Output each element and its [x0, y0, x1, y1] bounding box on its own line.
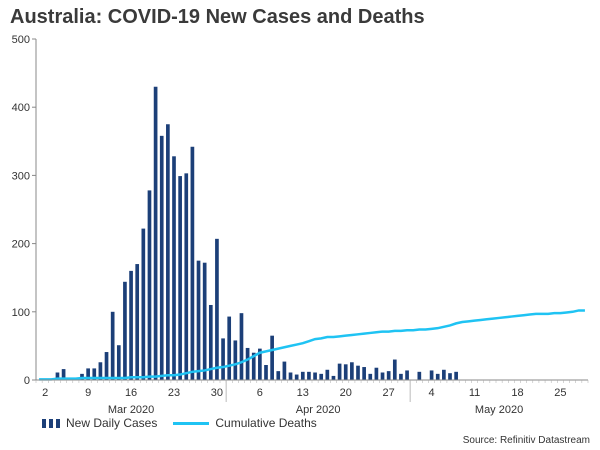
bar-new-daily-cases — [153, 86, 158, 381]
bar-new-daily-cases — [331, 375, 336, 380]
bar-new-daily-cases — [129, 270, 133, 380]
bar-new-daily-cases — [386, 371, 391, 380]
bar-new-daily-cases — [435, 373, 440, 380]
bar-new-daily-cases — [215, 238, 219, 380]
legend: New Daily Cases Cumulative Deaths — [42, 416, 333, 430]
bar-new-daily-cases — [166, 124, 170, 380]
cumulative-deaths-line — [39, 309, 585, 381]
y-tick-label: 0 — [24, 375, 30, 387]
bar-new-daily-cases — [251, 352, 256, 380]
legend-line-icon — [173, 421, 210, 425]
bar-new-daily-cases — [141, 228, 146, 380]
bar-new-daily-cases — [356, 365, 360, 380]
x-tick-label: 20 — [340, 387, 352, 399]
bar-new-daily-cases — [123, 281, 127, 380]
bar-new-daily-cases — [190, 146, 195, 380]
legend-item-cases: New Daily Cases — [42, 416, 157, 430]
x-tick-label: 4 — [429, 387, 435, 399]
bar-new-daily-cases — [110, 311, 115, 380]
bar-new-daily-cases — [86, 368, 90, 380]
bar-new-daily-cases — [417, 371, 422, 380]
y-tick-label: 400 — [12, 102, 30, 114]
bar-new-daily-cases — [135, 264, 140, 380]
bar-new-daily-cases — [61, 369, 66, 380]
legend-label-deaths: Cumulative Deaths — [215, 416, 317, 430]
source-note: Source: Refinitiv Datastream — [462, 435, 590, 446]
bar-series — [55, 86, 458, 381]
bar-new-daily-cases — [116, 345, 121, 380]
bar-new-daily-cases — [343, 364, 348, 380]
bar-new-daily-cases — [300, 371, 305, 380]
legend-bars-icon — [42, 418, 60, 428]
bar-new-daily-cases — [270, 335, 274, 380]
bar-new-daily-cases — [233, 340, 238, 380]
bar-new-daily-cases — [98, 362, 103, 380]
bar-new-daily-cases — [313, 372, 317, 380]
bar-new-daily-cases — [405, 370, 409, 380]
bar-new-daily-cases — [362, 367, 366, 380]
x-month-label: Mar 2020 — [108, 404, 154, 416]
bar-new-daily-cases — [258, 348, 262, 380]
bar-new-daily-cases — [307, 371, 311, 380]
y-tick-label: 500 — [12, 34, 30, 46]
bar-new-daily-cases — [172, 156, 176, 380]
x-tick-label: 6 — [257, 387, 263, 399]
x-tick-label: 30 — [211, 387, 223, 399]
bar-new-daily-cases — [442, 369, 446, 380]
bar-new-daily-cases — [282, 361, 287, 380]
legend-item-deaths: Cumulative Deaths — [173, 416, 317, 430]
y-tick-label: 100 — [12, 307, 30, 319]
bar-new-daily-cases — [319, 373, 324, 380]
x-axis: 2 9 16 23 30 6 13 20 27 4 11 18 25 Mar 2020 Apr 2020 Ma… — [35, 379, 589, 416]
bar-new-daily-cases — [147, 190, 152, 380]
bar-new-daily-cases — [221, 338, 225, 380]
y-tick-label: 300 — [12, 170, 30, 182]
x-tick-label: 2 — [42, 387, 48, 399]
bar-new-daily-cases — [239, 313, 244, 380]
x-tick-label: 27 — [383, 387, 395, 399]
x-tick-label: 18 — [511, 387, 523, 399]
bar-new-daily-cases — [294, 374, 299, 380]
bar-new-daily-cases — [202, 262, 207, 380]
bar-new-daily-cases — [245, 347, 250, 380]
x-month-label: May 2020 — [475, 404, 523, 416]
bar-new-daily-cases — [159, 135, 164, 380]
x-month-label: Apr 2020 — [296, 404, 341, 416]
x-tick-label: 9 — [85, 387, 91, 399]
bar-new-daily-cases — [92, 368, 97, 380]
x-tick-label: 16 — [125, 387, 137, 399]
bar-new-daily-cases — [448, 373, 452, 380]
bar-new-daily-cases — [55, 372, 60, 380]
bar-new-daily-cases — [454, 371, 458, 380]
bar-new-daily-cases — [392, 359, 397, 380]
bar-new-daily-cases — [208, 304, 213, 380]
bar-new-daily-cases — [429, 370, 434, 380]
bar-new-daily-cases — [104, 352, 109, 380]
bar-new-daily-cases — [368, 373, 373, 380]
legend-label-cases: New Daily Cases — [66, 416, 158, 430]
bar-new-daily-cases — [337, 363, 342, 380]
x-tick-label: 13 — [297, 387, 309, 399]
x-tick-label: 23 — [168, 387, 180, 399]
bar-new-daily-cases — [288, 372, 293, 380]
bar-new-daily-cases — [399, 373, 403, 380]
bar-new-daily-cases — [350, 362, 354, 380]
bar-new-daily-cases — [196, 260, 201, 380]
bar-new-daily-cases — [184, 173, 189, 380]
bar-new-daily-cases — [325, 369, 330, 380]
bar-new-daily-cases — [227, 316, 232, 380]
bar-new-daily-cases — [380, 372, 385, 380]
bar-new-daily-cases — [178, 176, 182, 380]
bar-new-daily-cases — [374, 367, 379, 380]
chart-title: Australia: COVID-19 New Cases and Deaths — [10, 6, 425, 28]
x-tick-label: 11 — [469, 387, 480, 399]
bar-new-daily-cases — [264, 365, 268, 380]
y-axis: 0 100 200 300 400 500 — [12, 34, 37, 387]
x-tick-label: 25 — [554, 387, 566, 399]
y-tick-label: 200 — [12, 239, 30, 251]
bar-new-daily-cases — [276, 371, 281, 380]
